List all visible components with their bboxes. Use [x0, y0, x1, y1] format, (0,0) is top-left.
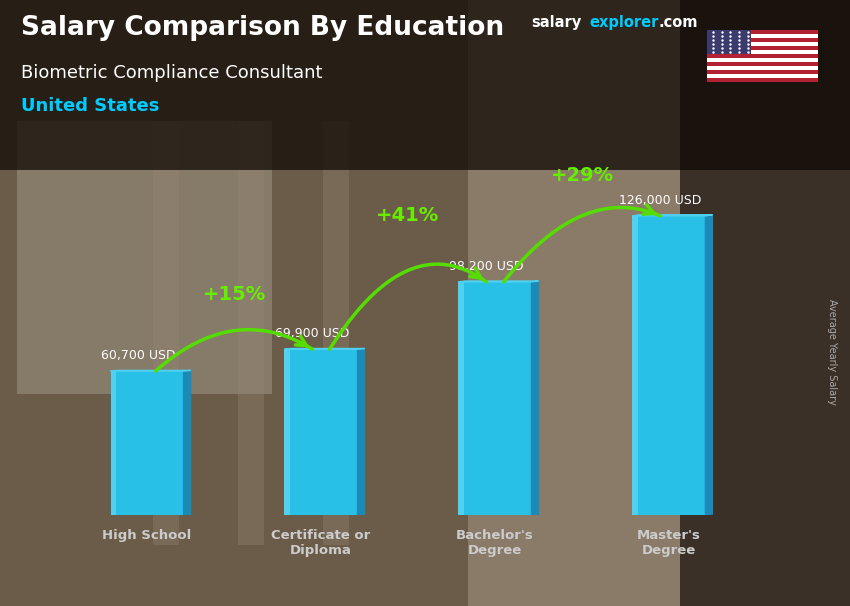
Bar: [238, 121, 264, 545]
Text: explorer: explorer: [589, 15, 659, 30]
Polygon shape: [184, 370, 190, 515]
Bar: [707, 30, 751, 54]
Text: +15%: +15%: [202, 285, 266, 304]
Bar: [0, 0, 850, 170]
Polygon shape: [632, 215, 712, 216]
Text: 98,200 USD: 98,200 USD: [449, 260, 524, 273]
Text: 60,700 USD: 60,700 USD: [101, 349, 176, 362]
Bar: [707, 58, 818, 62]
Bar: [458, 282, 464, 515]
Bar: [707, 66, 818, 70]
Bar: [707, 78, 818, 82]
Polygon shape: [531, 281, 538, 515]
Bar: [707, 50, 818, 54]
Polygon shape: [358, 348, 365, 515]
Polygon shape: [458, 281, 538, 282]
Bar: [458, 282, 531, 515]
Bar: [153, 121, 178, 545]
Bar: [17, 121, 272, 394]
Text: .com: .com: [659, 15, 698, 30]
Bar: [707, 30, 818, 35]
Text: salary: salary: [531, 15, 581, 30]
Polygon shape: [706, 215, 712, 515]
Text: Salary Comparison By Education: Salary Comparison By Education: [21, 15, 504, 41]
Bar: [707, 38, 818, 42]
Text: +41%: +41%: [377, 207, 439, 225]
Bar: [468, 0, 680, 606]
Bar: [707, 46, 818, 50]
Text: Biometric Compliance Consultant: Biometric Compliance Consultant: [21, 64, 323, 82]
Bar: [632, 216, 638, 515]
Bar: [707, 70, 818, 74]
Bar: [110, 371, 184, 515]
Text: Average Yearly Salary: Average Yearly Salary: [827, 299, 837, 404]
Bar: [707, 35, 818, 38]
Polygon shape: [285, 348, 365, 349]
Text: United States: United States: [21, 97, 160, 115]
Bar: [707, 62, 818, 66]
Bar: [110, 371, 116, 515]
Text: +29%: +29%: [551, 166, 614, 185]
Bar: [323, 121, 348, 545]
Bar: [680, 0, 850, 606]
Bar: [632, 216, 706, 515]
Bar: [0, 0, 468, 606]
Text: 69,900 USD: 69,900 USD: [275, 327, 349, 341]
Bar: [707, 54, 818, 58]
Bar: [707, 74, 818, 78]
Bar: [285, 349, 358, 515]
Text: 126,000 USD: 126,000 USD: [619, 194, 701, 207]
Bar: [285, 349, 291, 515]
Bar: [707, 42, 818, 46]
